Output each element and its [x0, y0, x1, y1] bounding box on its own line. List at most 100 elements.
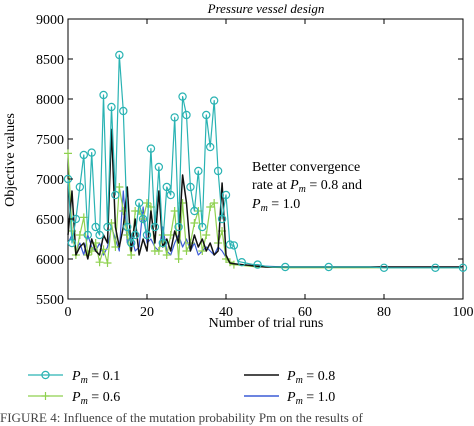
- series-pm-0-6-point: [143, 199, 151, 207]
- series-pm-0-1-point: [174, 222, 183, 232]
- series-pm-0-1-point: [134, 198, 144, 208]
- y-tick-label: 6000: [36, 253, 64, 268]
- annotation-line-2-sub: m: [299, 184, 306, 195]
- series-pm-0-8: [67, 128, 463, 268]
- series-pm-0-1-point: [83, 230, 92, 240]
- series-pm-0-1-point: [178, 92, 187, 101]
- series-pm-0-6-point: [154, 247, 163, 255]
- series-pm-0-1-point: [198, 222, 207, 232]
- plot-frame: [67, 18, 464, 300]
- y-tick-label: 5500: [36, 293, 64, 308]
- series-pm-0-1-point: [213, 166, 223, 176]
- series-pm-0-6-point: [202, 231, 211, 239]
- series-pm-0-1-point: [379, 263, 389, 272]
- series-pm-0-6-point: [95, 258, 104, 267]
- series-pm-0-1-point: [154, 162, 164, 172]
- series-pm-0-1-point: [99, 90, 108, 100]
- legend: Pm = 0.1 Pm = 0.6 Pm = 0.8 Pm = 1.0: [28, 369, 335, 407]
- series-pm-0-1-point: [158, 238, 167, 248]
- series-pm-0-1-point: [229, 241, 239, 250]
- x-tick-label: 20: [140, 305, 154, 320]
- annotation-line-3: Pm = 1.0: [251, 197, 300, 214]
- annotation-line-2-var: P: [289, 178, 299, 193]
- series-pm-0-1-point: [95, 230, 104, 240]
- legend-label-pm-1-0: Pm = 1.0: [286, 390, 335, 407]
- series-pm-0-1-point: [186, 182, 195, 192]
- series-pm-0-6-point: [103, 259, 112, 267]
- x-tick-label: 100: [453, 305, 474, 320]
- x-axis-ticks: 0 20 40 60 80 100: [65, 19, 474, 320]
- legend-label-pm-0-1: Pm = 0.1: [71, 369, 120, 386]
- series-pm-0-6-point: [135, 207, 144, 215]
- series-pm-0-1-point: [119, 106, 128, 116]
- y-tick-label: 8000: [36, 93, 64, 108]
- series-pm-0-1-point: [142, 230, 152, 240]
- series-pm-0-1-point: [79, 150, 89, 160]
- chart-title: Pressure vessel design: [207, 1, 325, 16]
- series-pm-0-1-point: [253, 260, 262, 269]
- series-pm-0-1-point: [205, 142, 215, 152]
- series-pm-0-1-point: [194, 166, 203, 176]
- x-tick-label: 40: [219, 305, 233, 320]
- annotation-line-2: rate at Pm = 0.8 and: [252, 178, 362, 195]
- series-pm-0-1-point: [281, 262, 290, 272]
- series-pm-0-1-point: [209, 96, 219, 105]
- series-pm-0-1-point: [123, 222, 132, 232]
- series-pm-0-1-point: [217, 214, 227, 224]
- series-pm-0-1-point: [75, 182, 85, 192]
- series-pm-0-1-point: [126, 238, 136, 248]
- x-tick-label: 80: [377, 305, 391, 320]
- series-layer: [63, 50, 468, 272]
- legend-item-pm-0-6: Pm = 0.6: [28, 390, 120, 407]
- series-pm-0-6-point: [115, 183, 124, 191]
- series-pm-0-1-point: [166, 190, 175, 200]
- series-pm-0-1: [63, 50, 468, 272]
- series-pm-0-1-point: [138, 214, 148, 224]
- series-pm-0-6-point: [206, 203, 215, 211]
- legend-label-pm-0-6: Pm = 0.6: [71, 390, 120, 407]
- y-tick-label: 9000: [36, 13, 64, 28]
- series-pm-0-1-point: [103, 222, 112, 232]
- legend-marker-pm-0-6: [41, 392, 50, 400]
- series-pm-0-1-point: [87, 148, 96, 157]
- series-pm-0-1-point: [431, 263, 440, 272]
- series-pm-0-1-point: [91, 222, 100, 232]
- convergence-annotation: Better convergence rate at Pm = 0.8 and …: [251, 160, 362, 214]
- series-pm-0-1-point: [67, 238, 77, 248]
- annotation-line-2-suffix: = 0.8 and: [306, 178, 362, 193]
- series-pm-0-6-point: [198, 247, 207, 255]
- legend-label-pm-0-8: Pm = 0.8: [286, 369, 335, 386]
- series-pm-0-6-point: [174, 255, 183, 263]
- annotation-line-1: Better convergence: [252, 160, 360, 175]
- series-pm-0-6-point: [210, 199, 219, 207]
- annotation-line-3-sub: m: [261, 203, 268, 214]
- y-tick-label: 8500: [36, 53, 64, 68]
- series-pm-0-1-point: [146, 144, 156, 153]
- y-axis-ticks: 5500 6000 6500 7000 7500 8000 8500 9000: [36, 13, 463, 308]
- legend-item-pm-0-1: Pm = 0.1: [28, 369, 120, 386]
- series-pm-0-1-point: [107, 102, 116, 112]
- x-axis-label: Number of trial runs: [209, 316, 324, 331]
- annotation-line-3-suffix: = 1.0: [268, 197, 300, 212]
- series-pm-0-6-point: [162, 251, 171, 259]
- annotation-line-3-var: P: [251, 197, 261, 212]
- annotation-line-2-prefix: rate at: [252, 178, 290, 193]
- series-pm-0-6-point: [190, 219, 199, 227]
- legend-item-pm-0-8: Pm = 0.8: [244, 369, 335, 386]
- series-pm-0-1-point: [202, 110, 211, 120]
- series-pm-0-1-point: [150, 222, 160, 232]
- legend-item-pm-1-0: Pm = 1.0: [244, 390, 335, 407]
- series-pm-0-1-point: [324, 262, 333, 272]
- series-pm-0-6-point: [182, 247, 191, 255]
- figure-caption-fragment: FIGURE 4: Influence of the mutation prob…: [0, 410, 363, 425]
- series-pm-0-1-point: [237, 258, 246, 267]
- series-pm-0-1-point: [115, 50, 124, 60]
- x-tick-label: 0: [65, 305, 72, 320]
- series-pm-0-6-point: [127, 251, 136, 259]
- series-pm-0-1-point: [221, 190, 231, 200]
- series-pm-0-1-point: [111, 190, 120, 200]
- y-tick-label: 7500: [36, 133, 64, 148]
- series-pm-0-1-point: [170, 113, 179, 122]
- series-pm-0-1-point: [162, 182, 171, 192]
